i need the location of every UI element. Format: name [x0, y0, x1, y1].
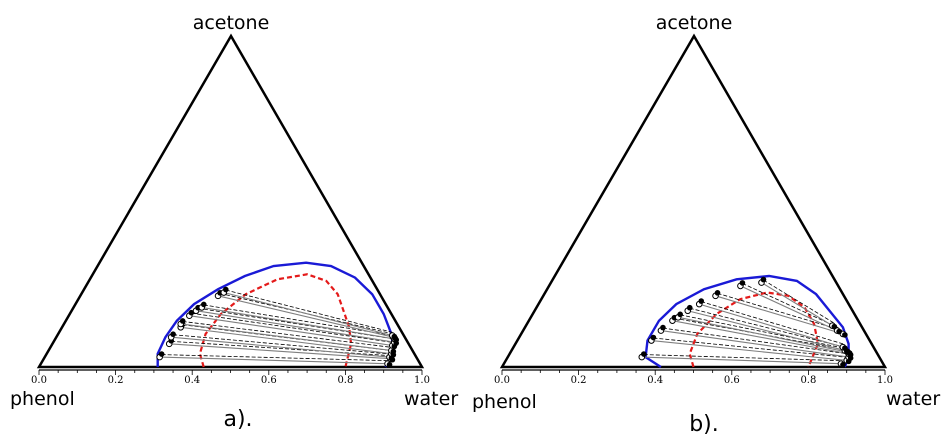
model-tie-line: [203, 304, 396, 337]
tie-line: [159, 356, 388, 365]
ternary-panel-a: 0.0 0.2 0.4 0.6 0.8 1.0 acetone phenol water …: [10, 12, 458, 432]
spinodal-curve: [688, 291, 820, 368]
tie-point-filled: [677, 311, 683, 318]
vertex-label-left: phenol: [472, 391, 537, 413]
tie-point-filled: [179, 318, 186, 324]
tick-label: 0.4: [647, 375, 663, 386]
model-tie-line: [689, 307, 846, 348]
vertex-label-right: water: [886, 388, 940, 410]
ternary-triangle: [36, 33, 425, 369]
plot-marks: [638, 274, 854, 369]
panel-caption: b).: [689, 412, 719, 435]
tick-label: 0.8: [800, 375, 816, 386]
vertex-label-right: water: [404, 388, 458, 410]
tie-line: [195, 310, 395, 343]
tie-point-filled: [760, 276, 767, 283]
tie-line: [678, 316, 848, 353]
tie-line: [171, 336, 390, 358]
tie-point-filled: [650, 334, 657, 341]
tie-point-filled: [714, 290, 721, 296]
tie-point-filled: [660, 324, 666, 331]
tick-label: 0.6: [261, 375, 277, 386]
vertex-label-top: acetone: [193, 12, 270, 34]
ternary-panel-b: 0.0 0.2 0.4 0.6 0.8 1.0 acetone phenol water …: [472, 12, 940, 435]
tie-point-filled: [391, 333, 398, 340]
tie-point-filled: [158, 351, 165, 357]
tie-point-filled: [222, 286, 229, 293]
tie-point-filled: [170, 331, 176, 338]
panel-caption: a).: [223, 407, 252, 432]
spinodal-curve: [198, 273, 353, 368]
tick-label: 0.2: [571, 375, 587, 386]
model-tie-line: [653, 337, 848, 358]
tie-point-filled: [836, 328, 842, 335]
tie-line: [641, 356, 841, 365]
tie-line: [180, 326, 392, 355]
model-tie-line: [173, 334, 391, 355]
model-tie-line: [197, 307, 396, 340]
vertex-label-left: phenol: [10, 388, 75, 410]
vertex-label-top: acetone: [656, 12, 733, 34]
tie-line: [715, 295, 844, 335]
tie-point-filled: [386, 361, 393, 368]
tick-label: 0.0: [494, 375, 510, 386]
tick-label: 0.8: [337, 375, 353, 386]
tie-point-filled: [739, 280, 746, 286]
tie-line: [201, 306, 395, 340]
model-tie-line: [191, 312, 394, 343]
tie-line: [180, 323, 392, 351]
tie-point-filled: [188, 309, 195, 316]
axis-ticks: 0.0 0.2 0.4 0.6 0.8 1.0: [494, 370, 893, 386]
tie-point-filled: [842, 345, 848, 351]
model-tie-line: [225, 289, 394, 333]
tick-label: 0.6: [724, 375, 740, 386]
tie-point-filled: [842, 332, 848, 338]
tie-line: [699, 303, 844, 348]
model-tie-line: [680, 314, 849, 350]
tie-line: [169, 343, 391, 360]
tie-point-filled: [840, 361, 846, 368]
tie-line: [687, 310, 845, 351]
tie-point-filled: [200, 301, 207, 308]
tie-line: [761, 282, 833, 327]
tie-line: [217, 295, 394, 338]
tick-label: 0.4: [184, 375, 200, 386]
model-tie-line: [182, 321, 393, 348]
tie-point-filled: [698, 298, 705, 304]
tie-line: [740, 285, 838, 332]
model-tie-line: [171, 340, 392, 357]
tie-line: [223, 291, 393, 337]
tie-point-filled: [831, 323, 838, 330]
model-tie-line: [763, 279, 834, 323]
tie-line: [672, 320, 849, 355]
axis-ticks: 0.0 0.2 0.4 0.6 0.8 1.0: [31, 370, 430, 386]
tie-point-filled: [390, 348, 397, 355]
tick-label: 1.0: [414, 375, 430, 386]
tie-point-filled: [686, 304, 693, 311]
tick-label: 0.2: [108, 375, 124, 386]
model-tie-line: [717, 292, 844, 332]
tie-line: [651, 339, 847, 361]
tick-label: 0.0: [31, 375, 47, 386]
model-tie-line: [742, 283, 839, 328]
plot-marks: [156, 261, 400, 368]
tie-line: [189, 315, 393, 347]
binodal-curve: [156, 261, 395, 368]
tick-label: 1.0: [877, 375, 893, 386]
tie-line: [660, 330, 849, 358]
model-tie-line: [161, 354, 389, 362]
binodal-curve: [644, 274, 850, 369]
model-tie-line: [662, 327, 850, 355]
tie-point-filled: [640, 351, 647, 357]
model-tie-line: [643, 354, 842, 362]
model-tie-line: [701, 301, 844, 345]
